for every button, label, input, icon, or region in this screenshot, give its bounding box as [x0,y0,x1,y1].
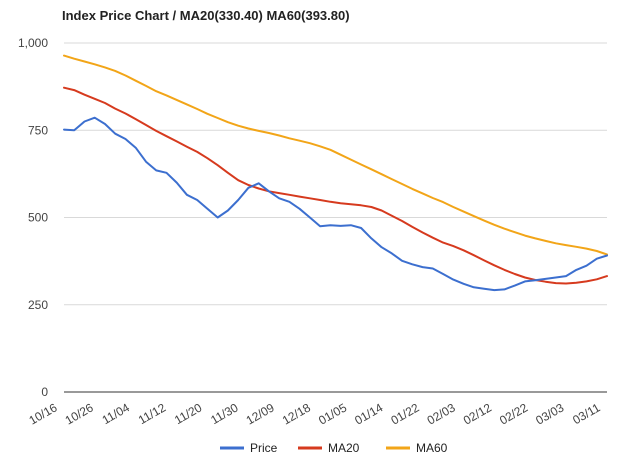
grid-layer [64,42,607,393]
x-tick-label: 10/26 [63,400,96,427]
y-tick-label: 500 [28,211,48,225]
series-line-ma20 [63,86,608,285]
x-tick-label: 11/20 [172,400,205,427]
x-tick-label: 03/11 [570,400,603,427]
series-line-ma60 [63,54,608,256]
x-tick-label: 12/09 [244,400,277,427]
legend-label-price: Price [250,441,278,455]
x-tick-label: 02/22 [497,400,530,427]
x-tick-label: 01/05 [316,400,349,427]
series-line-price [63,116,608,292]
x-tick-label: 12/18 [280,400,313,427]
series-layer [63,54,608,292]
y-tick-label: 750 [28,123,48,137]
x-tick-label: 01/22 [388,400,421,427]
y-axis-ticks: 0 250 500 750 1,000 [18,36,48,399]
x-axis-ticks: 10/16 10/26 11/04 11/12 11/20 11/30 12/09 12/18… [26,400,602,427]
x-tick-label: 01/14 [352,400,385,427]
x-tick-label: 10/16 [26,400,59,427]
x-tick-label: 11/12 [136,400,169,427]
x-tick-label: 11/04 [100,400,133,427]
y-tick-label: 0 [41,385,48,399]
y-tick-label: 1,000 [18,36,48,50]
x-tick-label: 03/03 [533,400,566,427]
x-tick-label: 11/30 [208,400,241,427]
legend-label-ma20: MA20 [328,441,360,455]
x-tick-label: 02/03 [425,400,458,427]
chart-title: Index Price Chart / MA20(330.40) MA60(39… [62,8,350,23]
legend-label-ma60: MA60 [416,441,448,455]
y-tick-label: 250 [28,298,48,312]
legend: Price MA20 MA60 [220,441,448,455]
x-tick-label: 02/12 [461,400,494,427]
